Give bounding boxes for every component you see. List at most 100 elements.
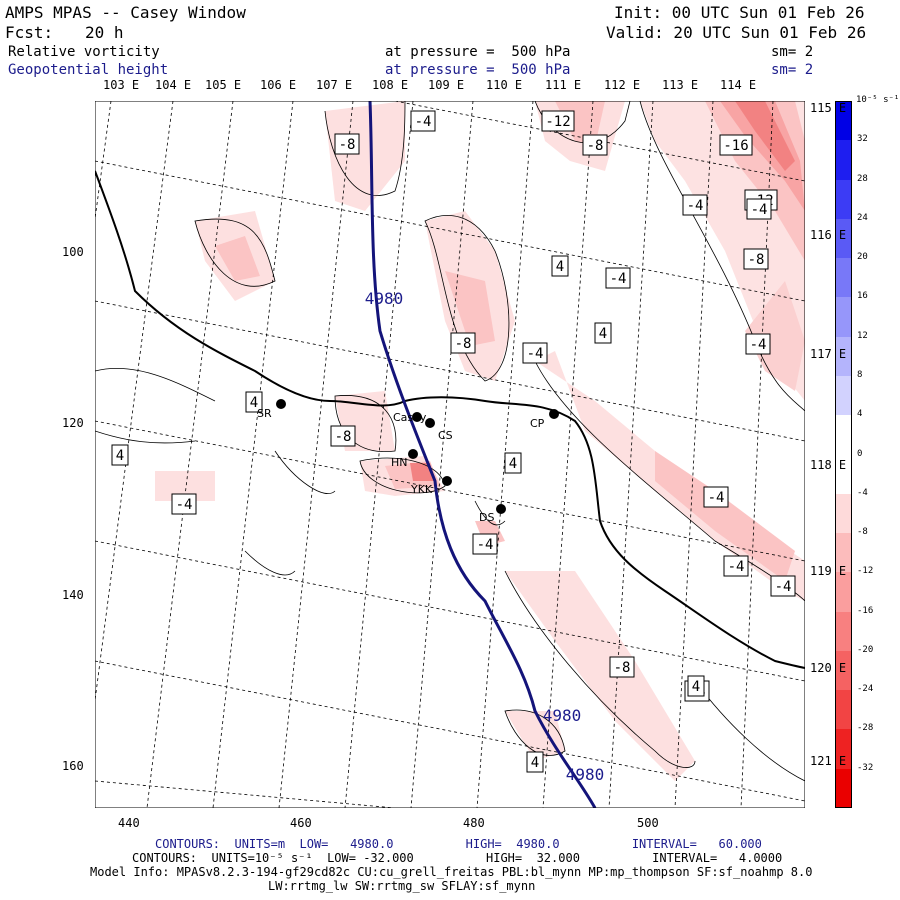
colorbar-label: 0 xyxy=(857,448,863,459)
colorbar-label: 24 xyxy=(857,212,868,223)
contour-label: -8 xyxy=(587,138,604,154)
contour-label: 4 xyxy=(509,456,517,472)
y-tick-label: 140 xyxy=(62,588,84,602)
contour-label: 4 xyxy=(692,679,700,695)
contour-label: -4 xyxy=(750,337,767,353)
field1-smoothing: sm= 2 xyxy=(771,44,814,60)
station-label: CS xyxy=(438,429,453,442)
contour-label: -4 xyxy=(610,271,627,287)
plot-title: AMPS MPAS -- Casey Window xyxy=(5,3,246,22)
contour-label-box xyxy=(450,332,476,354)
y-tick-label: 100 xyxy=(62,245,84,259)
longitude-label: 110 E xyxy=(486,78,523,92)
colorbar-segment xyxy=(835,454,852,495)
contour-label: -8 xyxy=(455,336,472,352)
contour-label-box xyxy=(504,452,522,474)
contour-label-box xyxy=(541,110,575,132)
colorbar-segment xyxy=(835,729,852,770)
station-marker xyxy=(276,399,286,409)
colorbar-label: 12 xyxy=(857,330,868,341)
contour-label-box xyxy=(582,134,608,156)
contour-label-box xyxy=(551,255,569,277)
contour-label-box xyxy=(245,391,263,413)
colorbar-segment xyxy=(835,258,852,298)
contour-label-box xyxy=(687,675,705,697)
contour-label-box xyxy=(330,425,356,447)
contour-label: 4 xyxy=(531,755,539,771)
forecast-hour: 20 h xyxy=(85,23,124,42)
colorbar-segment xyxy=(835,768,852,809)
latitude-label: 117 E xyxy=(810,347,847,361)
colorbar-segment xyxy=(835,690,852,730)
field2-smoothing: sm= 2 xyxy=(771,62,814,78)
longitude-label: 109 E xyxy=(428,78,465,92)
height-contour-label: 4980 xyxy=(566,765,605,784)
station-label: SR xyxy=(257,407,272,420)
station-marker xyxy=(425,418,435,428)
colorbar-segment xyxy=(835,297,852,338)
contour-label: -4 xyxy=(728,559,745,575)
x-tick-label: 460 xyxy=(290,816,312,830)
longitude-label: 104 E xyxy=(155,78,192,92)
latitude-label: 120 E xyxy=(810,661,847,675)
colorbar-label: -8 xyxy=(857,527,868,538)
field2-name: Geopotential height xyxy=(8,62,169,78)
contour-label-box xyxy=(682,194,708,216)
coastline xyxy=(95,170,805,669)
geopotential-4980-contour xyxy=(368,101,597,808)
longitude-label: 105 E xyxy=(205,78,242,92)
contour-label: -4 xyxy=(477,537,494,553)
colorbar-segment xyxy=(835,336,852,377)
longitude-label: 107 E xyxy=(316,78,353,92)
contour-label-box xyxy=(334,133,360,155)
contour-label-box xyxy=(770,575,796,597)
colorbar-units: 10⁻⁵ s⁻¹ xyxy=(856,95,900,105)
contour-label-box xyxy=(410,110,436,132)
station-marker xyxy=(549,409,559,419)
height-contour-label: 4980 xyxy=(543,706,582,725)
contour-label-box xyxy=(526,751,544,773)
contour-label: -8 xyxy=(339,137,356,153)
contour-label: -8 xyxy=(748,252,765,268)
contour-label-box xyxy=(171,493,197,515)
colorbar-label: -20 xyxy=(857,644,874,655)
longitude-label: 108 E xyxy=(372,78,409,92)
station-marker xyxy=(412,412,422,422)
contour-label-box xyxy=(703,486,729,508)
latitude-label: 116 E xyxy=(810,228,847,242)
footer-line3: Model Info: MPASv8.2.3-194-gf29cd82c CU:… xyxy=(90,865,813,879)
station-label: Casey xyxy=(393,411,427,424)
contour-label-box xyxy=(609,656,635,678)
x-tick-label: 440 xyxy=(118,816,140,830)
latitude-label: 119 E xyxy=(810,564,847,578)
contour-label-box xyxy=(723,555,749,577)
contour-label: -12 xyxy=(545,114,570,130)
contour-label-box xyxy=(522,342,548,364)
station-label: YKK xyxy=(410,483,433,496)
latitude-label: 121 E xyxy=(810,754,847,768)
contour-label-box xyxy=(472,533,498,555)
colorbar-label: -24 xyxy=(857,684,874,695)
contour-label: 4 xyxy=(250,395,258,411)
contour-label-box xyxy=(111,444,129,466)
latitude-label: 115 E xyxy=(810,101,847,115)
footer-line2: CONTOURS: UNITS=10⁻⁵ s⁻¹ LOW= -32.000 HI… xyxy=(132,851,783,865)
colorbar-label: 4 xyxy=(857,409,863,420)
colorbar-segment xyxy=(835,493,852,534)
contour-label-box xyxy=(745,333,771,355)
station-label: DS xyxy=(479,511,494,524)
contour-label: -4 xyxy=(176,497,193,513)
x-tick-label: 480 xyxy=(463,816,485,830)
colorbar-segment xyxy=(835,415,852,455)
colorbar-segment xyxy=(835,650,852,691)
longitude-label: 112 E xyxy=(604,78,641,92)
longitude-label: 114 E xyxy=(720,78,757,92)
contour-label-box xyxy=(594,322,612,344)
contour-label: -4 xyxy=(708,490,725,506)
field1-name: Relative vorticity xyxy=(8,44,160,60)
colorbar-label: 8 xyxy=(857,369,863,380)
x-tick-label: 500 xyxy=(637,816,659,830)
colorbar-segment xyxy=(835,101,852,141)
contour-label: -16 xyxy=(723,138,748,154)
colorbar-segment xyxy=(835,572,852,613)
